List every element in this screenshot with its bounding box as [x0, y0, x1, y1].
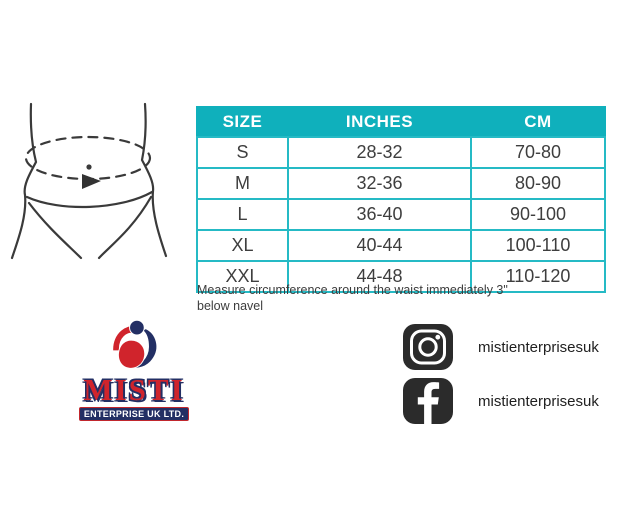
- size-cell: XL: [196, 229, 289, 262]
- brand-subtitle: ENTERPRISE UK LTD.: [78, 407, 190, 421]
- logo-navy-head: [129, 319, 145, 336]
- facebook-link[interactable]: mistienterprisesuk: [403, 378, 599, 424]
- size-cell: M: [196, 167, 289, 200]
- measurement-note: Measure circumference around the waist i…: [197, 283, 592, 314]
- body-left-line: [10, 102, 38, 260]
- col-header-cm: CM: [470, 106, 606, 138]
- waistband-line: [25, 190, 154, 209]
- table-row: XL 40-44 100-110: [196, 229, 606, 262]
- size-cell: S: [196, 136, 289, 169]
- body-right-line: [140, 102, 168, 258]
- col-header-size: SIZE: [196, 106, 289, 138]
- brief-right-line: [97, 195, 153, 260]
- size-cell: XXL: [196, 260, 289, 293]
- navel-dot: [86, 164, 92, 170]
- brand-logo: MISTI ENTERPRISE UK LTD.: [76, 318, 192, 421]
- cm-cell: 80-90: [470, 167, 606, 200]
- instagram-icon: [403, 324, 453, 370]
- measuring-tape-ellipse: [24, 135, 152, 181]
- col-header-inches: INCHES: [287, 106, 472, 138]
- arrow-head: [82, 174, 101, 189]
- cm-cell: 110-120: [470, 260, 606, 293]
- inches-cell: 40-44: [287, 229, 472, 262]
- instagram-link[interactable]: mistienterprisesuk: [403, 324, 599, 370]
- size-cell: L: [196, 198, 289, 231]
- cm-cell: 90-100: [470, 198, 606, 231]
- table-row: XXL 44-48 110-120: [196, 260, 606, 293]
- measurement-note-line2: below navel: [197, 298, 264, 313]
- cm-cell: 100-110: [470, 229, 606, 262]
- facebook-icon: [403, 378, 453, 424]
- measurement-note-line1: Measure circumference around the waist i…: [197, 283, 508, 297]
- brand-name: MISTI: [83, 372, 185, 407]
- inches-cell: 32-36: [287, 167, 472, 200]
- misti-logo-mark: [112, 319, 158, 369]
- brief-left-line: [27, 201, 83, 260]
- facebook-handle: mistienterprisesuk: [478, 392, 599, 410]
- social-links: mistienterprisesuk mistienterprisesuk: [403, 324, 599, 432]
- size-chart-table: SIZE INCHES CM S 28-32 70-80 M 32-36 80-…: [196, 106, 606, 293]
- table-row: S 28-32 70-80: [196, 136, 606, 169]
- table-row: L 36-40 90-100: [196, 198, 606, 231]
- table-row: M 32-36 80-90: [196, 167, 606, 200]
- inches-cell: 28-32: [287, 136, 472, 169]
- instagram-handle: mistienterprisesuk: [478, 338, 599, 356]
- table-header-row: SIZE INCHES CM: [196, 106, 606, 138]
- inches-cell: 36-40: [287, 198, 472, 231]
- waist-measurement-diagram: [10, 102, 168, 260]
- inches-cell: 44-48: [287, 260, 472, 293]
- logo-red-body: [117, 339, 146, 369]
- cm-cell: 70-80: [470, 136, 606, 169]
